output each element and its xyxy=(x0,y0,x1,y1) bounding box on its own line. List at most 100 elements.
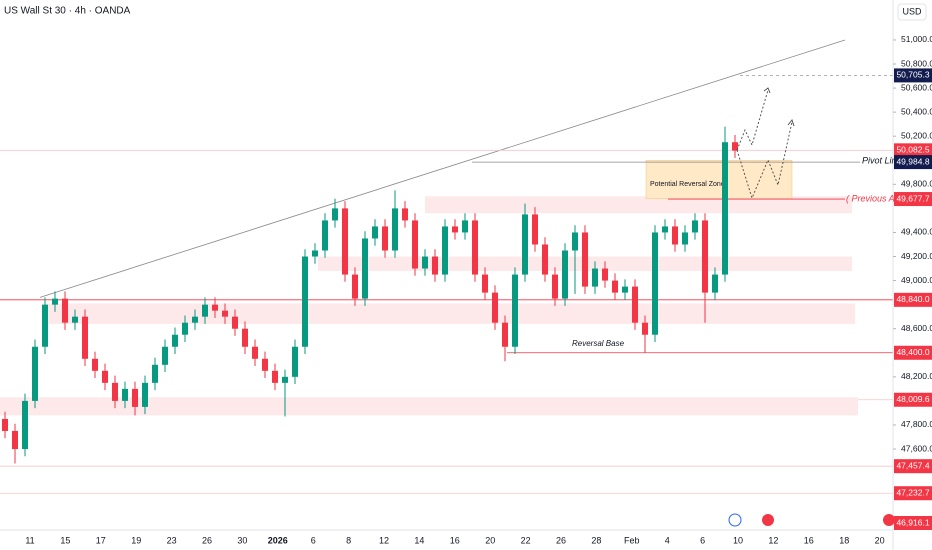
candle-body xyxy=(332,208,338,221)
chart-title: US Wall St 30 · 4h · OANDA xyxy=(4,6,131,17)
candle-body xyxy=(582,232,588,287)
candle-body xyxy=(552,274,558,299)
x-tick-label: 23 xyxy=(167,535,177,545)
x-tick-label: Feb xyxy=(624,535,640,545)
candle-body xyxy=(622,286,628,293)
y-tick-label: 47,600.0 xyxy=(901,443,932,453)
price-badge-label: 50,705.3 xyxy=(896,70,929,80)
y-tick-label: 50,800.0 xyxy=(901,58,932,68)
x-tick-label: 12 xyxy=(768,535,778,545)
y-tick-label: 49,400.0 xyxy=(901,227,932,237)
arrow-head xyxy=(787,118,795,127)
candle-body xyxy=(532,214,538,245)
zone xyxy=(0,397,858,416)
price-badge xyxy=(894,459,932,474)
candle-body xyxy=(512,274,518,347)
y-tick-label: 51,000.0 xyxy=(901,34,932,44)
x-tick-label: 2026 xyxy=(268,535,288,545)
candle-body xyxy=(232,316,238,329)
candle-body xyxy=(692,220,698,233)
price-badge-label: 48,400.0 xyxy=(896,347,929,357)
candle-body xyxy=(642,322,648,335)
price-badge-label: 47,232.7 xyxy=(896,487,929,497)
candle-body xyxy=(52,298,58,305)
candle-body xyxy=(612,280,618,293)
price-badge xyxy=(894,68,932,83)
candle-body xyxy=(712,274,718,293)
candle-body xyxy=(502,322,508,347)
candle-body xyxy=(372,226,378,239)
candle-body xyxy=(652,232,658,335)
currency-button[interactable] xyxy=(897,3,927,21)
base-label: Reversal Base xyxy=(572,339,625,348)
price-badge xyxy=(894,155,932,170)
y-tick-label: 49,000.0 xyxy=(901,275,932,285)
x-tick-label: 26 xyxy=(556,535,566,545)
y-tick-label: 50,400.0 xyxy=(901,106,932,116)
candle-body xyxy=(262,358,268,371)
candle-body xyxy=(272,370,278,383)
price-badge xyxy=(894,192,932,207)
price-badge-label: 49,677.7 xyxy=(896,193,929,203)
y-tick-label: 49,800.0 xyxy=(901,179,932,189)
candle-body xyxy=(412,220,418,269)
currency[interactable]: USD xyxy=(902,6,922,16)
x-tick-label: 20 xyxy=(485,535,495,545)
price-badge-label: 47,457.4 xyxy=(896,460,929,470)
price-badge-label: 48,840.0 xyxy=(896,294,929,304)
x-tick-label: 6 xyxy=(700,535,705,545)
x-tick-label: 6 xyxy=(311,535,316,545)
x-tick-label: 17 xyxy=(96,535,106,545)
candle-body xyxy=(192,316,198,323)
candle-body xyxy=(402,208,408,221)
event-icon[interactable] xyxy=(762,514,774,526)
candle-body xyxy=(162,346,168,365)
candle-body xyxy=(452,226,458,233)
event-icon[interactable] xyxy=(883,514,895,526)
projection-path xyxy=(736,121,793,200)
candle-body xyxy=(92,358,98,371)
candle-body xyxy=(32,346,38,401)
price-badge-label: 48,009.6 xyxy=(896,394,929,404)
candle-body xyxy=(182,322,188,335)
candle-body xyxy=(292,346,298,377)
candle-body xyxy=(522,214,528,275)
zone xyxy=(45,303,855,324)
x-tick-label: 20 xyxy=(875,535,885,545)
candle-body xyxy=(382,226,388,251)
price-badge xyxy=(894,392,932,407)
candle-body xyxy=(22,400,28,450)
candle-body xyxy=(392,208,398,251)
candle-body xyxy=(102,370,108,383)
candle-body xyxy=(472,220,478,275)
candle-body xyxy=(342,208,348,275)
candle-body xyxy=(242,328,248,347)
candle-body xyxy=(482,274,488,293)
x-tick-label: 26 xyxy=(202,535,212,545)
price-badge-label: 50,082.5 xyxy=(896,145,929,155)
candle-body xyxy=(432,256,438,275)
candle-body xyxy=(682,232,688,245)
candle-body xyxy=(132,388,138,407)
candle-body xyxy=(302,256,308,347)
candle-body xyxy=(12,430,18,450)
candle-body xyxy=(172,334,178,347)
x-tick-label: 12 xyxy=(379,535,389,545)
candle-body xyxy=(362,238,368,299)
candle-body xyxy=(632,286,638,323)
event-icon[interactable] xyxy=(728,513,742,527)
x-tick-label: 11 xyxy=(25,535,34,545)
arrow-head xyxy=(763,87,771,94)
candle-body xyxy=(572,232,578,251)
candle-body xyxy=(142,382,148,407)
plot-area: Potential Reversal Zone xyxy=(0,39,893,494)
candle-body xyxy=(82,316,88,359)
candle-body xyxy=(252,346,258,359)
x-tick-label: 10 xyxy=(733,535,743,545)
candle-body xyxy=(492,292,498,323)
x-tick-label: 15 xyxy=(60,535,70,545)
pivot-label: Pivot Line xyxy=(862,155,902,165)
price-badge-label: 49,984.8 xyxy=(896,156,929,166)
